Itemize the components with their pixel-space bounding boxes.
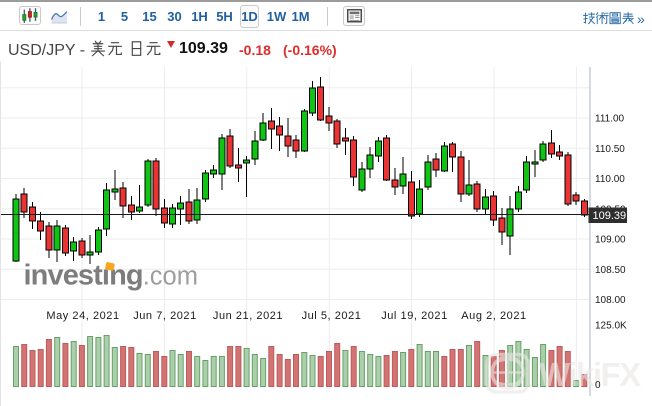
svg-text:108.00: 108.00 (595, 295, 626, 306)
svg-text:109.39: 109.39 (593, 210, 627, 222)
svg-text:May 24, 2021: May 24, 2021 (46, 310, 119, 322)
svg-text:Jul 19, 2021: Jul 19, 2021 (381, 310, 448, 322)
svg-text:Jun 21, 2021: Jun 21, 2021 (213, 310, 283, 322)
svg-text:125.0K: 125.0K (595, 321, 627, 332)
svg-text:110.50: 110.50 (595, 144, 625, 155)
svg-text:USD/JPY -: USD/JPY - (8, 42, 85, 59)
svg-text:111.00: 111.00 (595, 114, 625, 125)
svg-text:Jul 5, 2021: Jul 5, 2021 (302, 310, 362, 322)
svg-text:0: 0 (595, 380, 601, 391)
svg-text:109.00: 109.00 (595, 235, 626, 246)
svg-text:»: » (637, 11, 645, 27)
svg-text:Jun 7, 2021: Jun 7, 2021 (133, 310, 197, 322)
svg-text:WikiFX: WikiFX (539, 356, 641, 393)
svg-text:Aug 2, 2021: Aug 2, 2021 (461, 310, 526, 322)
svg-text:108.50: 108.50 (595, 265, 626, 276)
svg-text:110.00: 110.00 (595, 174, 625, 185)
